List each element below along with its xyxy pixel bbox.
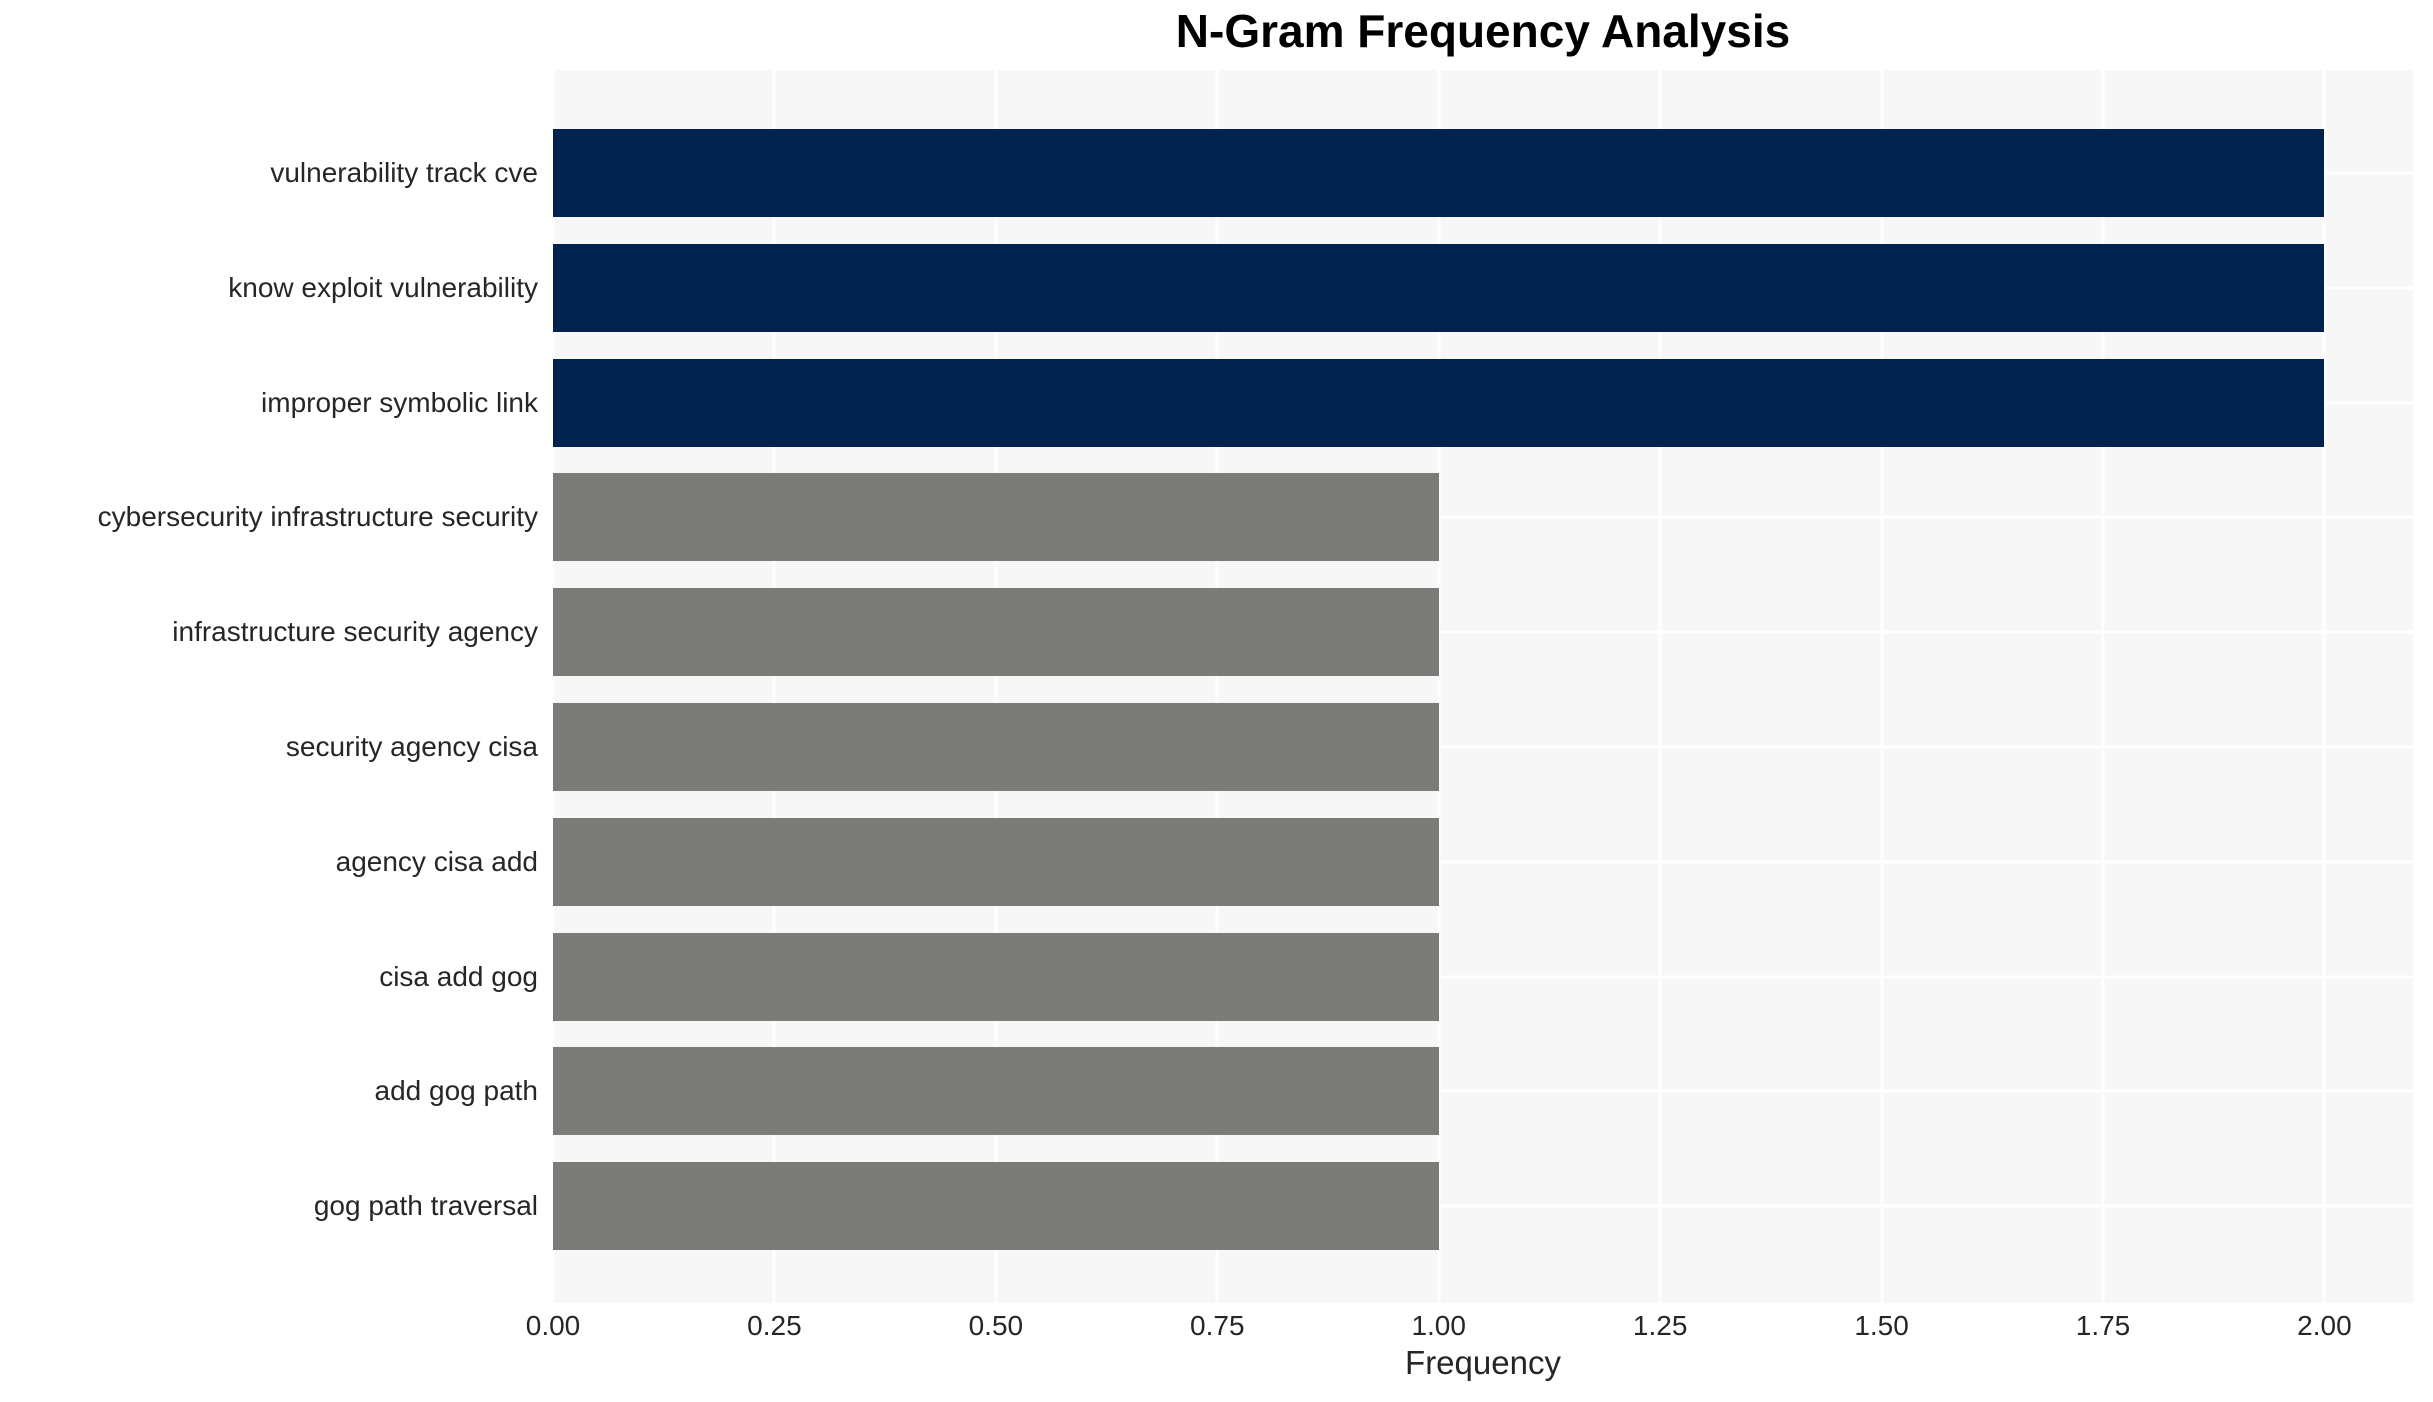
y-tick-label: know exploit vulnerability	[228, 271, 538, 303]
gridline-horizontal	[553, 1204, 2413, 1208]
gridline-horizontal	[553, 630, 2413, 634]
bar-2	[553, 243, 2325, 332]
y-tick-label: security agency cisa	[285, 731, 538, 762]
y-tick-label: vulnerability track cve	[270, 157, 538, 188]
x-tick-label: 1.75	[2075, 1310, 2131, 1341]
gridline-vertical	[553, 70, 555, 1303]
y-tick-label: cisa add gog	[379, 960, 538, 992]
gridline-horizontal	[553, 745, 2413, 749]
bar-8	[553, 932, 1439, 1021]
bar-5	[553, 588, 1439, 677]
x-tick-label: 1.25	[1632, 1310, 1688, 1341]
bar-7	[553, 817, 1439, 906]
y-tick-label: add gog path	[374, 1075, 539, 1107]
x-tick-label: 0.75	[1190, 1310, 1245, 1341]
x-axis-label: Frequency	[1405, 1344, 1561, 1381]
x-tick-label: 0.00	[525, 1310, 581, 1341]
gridline-vertical	[1880, 70, 1884, 1303]
plot-area	[553, 70, 2413, 1303]
x-tick-label: 1.00	[1411, 1310, 1466, 1341]
gridline-horizontal	[553, 860, 2413, 864]
y-tick-label: cybersecurity infrastructure security	[97, 501, 538, 533]
x-axis-ticks: 0.00 0.25 0.50 0.75 1.00 1.25 1.50 1.75 2.00	[0, 1309, 2433, 1345]
y-tick-label: gog path traversal	[313, 1190, 538, 1222]
x-tick-label: 1.50	[1854, 1310, 1909, 1341]
gridline-vertical	[2101, 70, 2105, 1303]
gridline-horizontal	[553, 975, 2413, 979]
y-tick-label: agency cisa add	[335, 845, 538, 877]
bar-3	[553, 358, 2325, 447]
bar-9	[553, 1047, 1439, 1136]
bar-1	[553, 129, 2325, 217]
x-tick-label: 0.50	[968, 1310, 1024, 1341]
bar-4	[553, 473, 1439, 562]
gridline-vertical	[994, 70, 998, 1303]
gridline-vertical	[772, 70, 776, 1303]
gridline-horizontal	[553, 515, 2413, 519]
y-tick-label: improper symbolic link	[261, 386, 538, 418]
y-axis-labels: vulnerability track cve know exploit vuln…	[0, 0, 553, 1402]
x-tick-label: 2.00	[2297, 1310, 2352, 1341]
gridline-horizontal	[553, 1089, 2413, 1093]
gridline-vertical	[1437, 70, 1441, 1303]
bar-10	[553, 1162, 1439, 1251]
chart-title: N-Gram Frequency Analysis	[1175, 5, 1791, 57]
y-tick-label: infrastructure security agency	[172, 616, 538, 648]
bar-6	[553, 703, 1439, 791]
gridline-vertical	[2322, 70, 2326, 1303]
gridline-vertical	[1658, 70, 1662, 1303]
x-tick-label: 0.25	[747, 1310, 802, 1341]
gridline-vertical	[1215, 70, 1219, 1303]
